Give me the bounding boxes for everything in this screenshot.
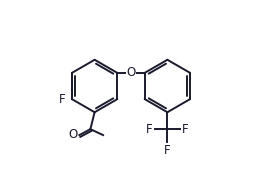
Text: O: O [126,66,136,79]
Text: F: F [182,123,189,136]
Text: F: F [59,93,66,106]
Text: O: O [68,128,77,141]
Text: F: F [146,123,153,136]
Text: F: F [164,144,171,157]
